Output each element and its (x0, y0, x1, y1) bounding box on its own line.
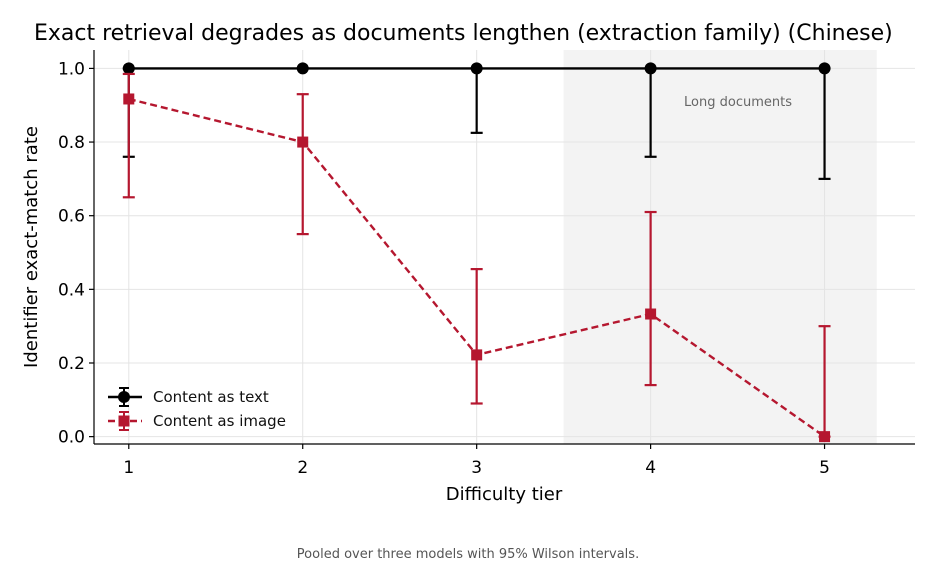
legend: Content as text Content as image (108, 387, 286, 431)
y-tick-label-1: 0.2 (58, 354, 85, 374)
x-tick-label-4: 5 (819, 458, 830, 478)
y-tick-label-5: 1.0 (58, 59, 85, 79)
y-tick-label-3: 0.6 (58, 207, 85, 227)
legend-entry-image: Content as image (108, 411, 286, 431)
legend-entry-text: Content as text (108, 387, 269, 407)
axes-layer: 0.0 0.2 0.4 0.6 0.8 1.0 1 2 3 4 5 (58, 50, 915, 478)
series-image-point-4 (819, 431, 831, 443)
x-tick-label-2: 3 (471, 458, 482, 478)
y-tick-label-0: 0.0 (58, 428, 85, 448)
x-tick-label-3: 4 (645, 458, 656, 478)
series-image-point-3 (645, 308, 657, 320)
figure-caption: Pooled over three models with 95% Wilson… (296, 547, 640, 562)
series-image-point-2 (471, 349, 483, 361)
series-layer (122, 62, 831, 443)
series-text-point-0 (122, 62, 135, 75)
series-text-point-2 (470, 62, 483, 75)
series-text-point-1 (296, 62, 309, 75)
y-tick-label-4: 0.8 (58, 133, 85, 153)
legend-image-label: Content as image (153, 412, 286, 430)
series-text-point-3 (644, 62, 657, 75)
legend-text-label: Content as text (153, 388, 269, 406)
annotation-long-documents: Long documents (684, 95, 792, 110)
series-content-as-text (122, 62, 831, 180)
y-axis-label: Identifier exact-match rate (21, 126, 42, 368)
x-tick-label-0: 1 (123, 458, 134, 478)
legend-text-marker (118, 391, 130, 403)
x-axis-label: Difficulty tier (446, 484, 563, 505)
series-image-point-0 (123, 93, 135, 105)
legend-image-marker (118, 415, 130, 427)
series-image-point-1 (297, 136, 309, 148)
series-content-as-image (122, 72, 831, 443)
y-tick-label-2: 0.4 (58, 280, 85, 300)
chart-title: Exact retrieval degrades as documents le… (34, 21, 893, 46)
chart: 0.00.20.40.60.81.01 2 3 4 5 Content as textC… (21, 21, 915, 505)
series-text-point-4 (818, 62, 831, 75)
x-tick-label-1: 2 (297, 458, 308, 478)
